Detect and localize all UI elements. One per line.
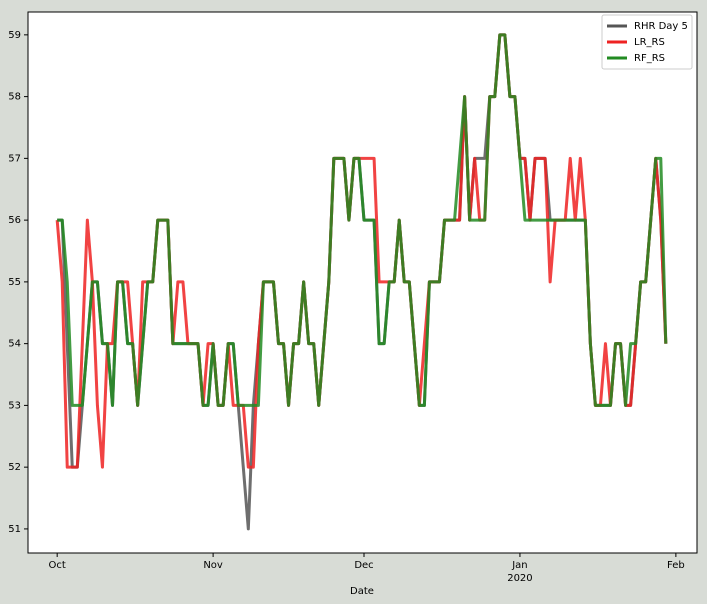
y-tick-label: 53 [8,400,21,411]
x-axis-label: Date [350,586,374,597]
series-line [57,33,668,407]
y-tick-label: 54 [8,339,21,350]
legend-label: RF_RS [634,53,665,64]
x-tick-label: Feb [667,560,685,571]
y-tick-label: 52 [8,462,21,473]
y-tick-label: 58 [8,92,21,103]
x-tick-label: Nov [203,560,223,571]
y-tick-label: 51 [8,524,21,535]
plot-area [27,11,698,554]
x-tick-label: Dec [354,560,373,571]
y-tick-label: 59 [8,30,21,41]
legend-box [601,14,693,70]
x-tick-label: Oct [49,560,66,571]
legend-label: RHR Day 5 [634,21,688,32]
y-tick-label: 57 [8,153,21,164]
y-tick-label: 55 [8,277,21,288]
x-tick-label: Jan 2020 [507,560,532,584]
y-tick-label: 56 [8,215,21,226]
legend-label: LR_RS [634,37,665,48]
